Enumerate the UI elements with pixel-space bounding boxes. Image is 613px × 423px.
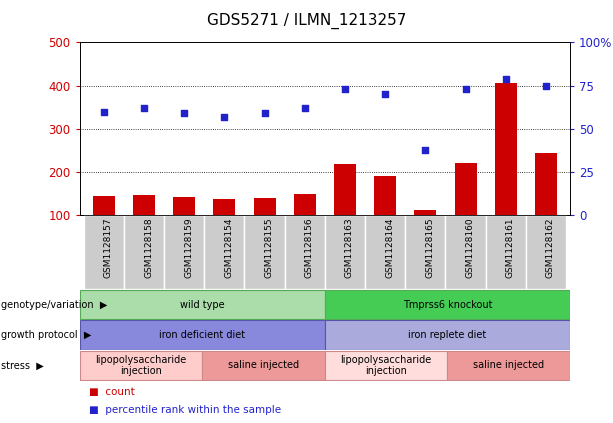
Text: GSM1128164: GSM1128164 [385, 217, 394, 278]
Point [461, 85, 471, 92]
Text: GSM1128154: GSM1128154 [224, 217, 234, 278]
Point [380, 91, 390, 98]
Text: GSM1128160: GSM1128160 [466, 217, 474, 278]
Bar [164, 215, 204, 289]
Text: GSM1128165: GSM1128165 [425, 217, 435, 278]
Text: ■  count: ■ count [89, 387, 135, 397]
Point [300, 104, 310, 111]
Point [421, 146, 430, 153]
Bar [485, 215, 526, 289]
Bar [447, 351, 570, 380]
Bar [334, 164, 356, 215]
Text: stress  ▶: stress ▶ [1, 360, 44, 371]
Bar [84, 215, 124, 289]
Text: GSM1128162: GSM1128162 [546, 217, 555, 278]
Point [260, 110, 270, 117]
Point [139, 104, 149, 111]
Point [501, 75, 511, 82]
Point [219, 113, 229, 120]
Bar [325, 215, 365, 289]
Bar [284, 215, 325, 289]
Text: lipopolysaccharide
injection: lipopolysaccharide injection [341, 354, 432, 376]
Point [541, 82, 551, 89]
Text: iron replete diet: iron replete diet [408, 330, 487, 340]
Bar [80, 290, 325, 319]
Bar [93, 196, 115, 215]
Bar [414, 210, 436, 215]
Text: ■  percentile rank within the sample: ■ percentile rank within the sample [89, 405, 281, 415]
Bar [365, 215, 405, 289]
Bar [495, 83, 517, 215]
Point [340, 85, 350, 92]
Text: GDS5271 / ILMN_1213257: GDS5271 / ILMN_1213257 [207, 13, 406, 29]
Bar [446, 215, 485, 289]
Bar [254, 198, 276, 215]
Bar [374, 176, 396, 215]
Bar [213, 199, 235, 215]
Bar [245, 215, 284, 289]
Point [179, 110, 189, 117]
Bar [405, 215, 446, 289]
Bar [325, 320, 570, 350]
Bar [535, 153, 557, 215]
Text: wild type: wild type [180, 299, 224, 310]
Text: GSM1128155: GSM1128155 [265, 217, 273, 278]
Bar [325, 290, 570, 319]
Bar [80, 351, 202, 380]
Text: iron deficient diet: iron deficient diet [159, 330, 245, 340]
Text: saline injected: saline injected [473, 360, 544, 371]
Bar [204, 215, 245, 289]
Text: saline injected: saline injected [228, 360, 299, 371]
Bar [526, 215, 566, 289]
Bar [202, 351, 325, 380]
Text: GSM1128158: GSM1128158 [144, 217, 153, 278]
Bar [294, 194, 316, 215]
Bar [124, 215, 164, 289]
Text: growth protocol  ▶: growth protocol ▶ [1, 330, 91, 340]
Bar [173, 197, 196, 215]
Text: GSM1128159: GSM1128159 [184, 217, 193, 278]
Text: Tmprss6 knockout: Tmprss6 knockout [403, 299, 492, 310]
Text: genotype/variation  ▶: genotype/variation ▶ [1, 299, 107, 310]
Text: lipopolysaccharide
injection: lipopolysaccharide injection [96, 354, 186, 376]
Text: GSM1128157: GSM1128157 [104, 217, 113, 278]
Point [99, 108, 109, 115]
Bar [133, 195, 155, 215]
Text: GSM1128161: GSM1128161 [506, 217, 515, 278]
Text: GSM1128156: GSM1128156 [305, 217, 314, 278]
Bar [80, 320, 325, 350]
Text: GSM1128163: GSM1128163 [345, 217, 354, 278]
Bar [325, 351, 447, 380]
Bar [454, 163, 477, 215]
